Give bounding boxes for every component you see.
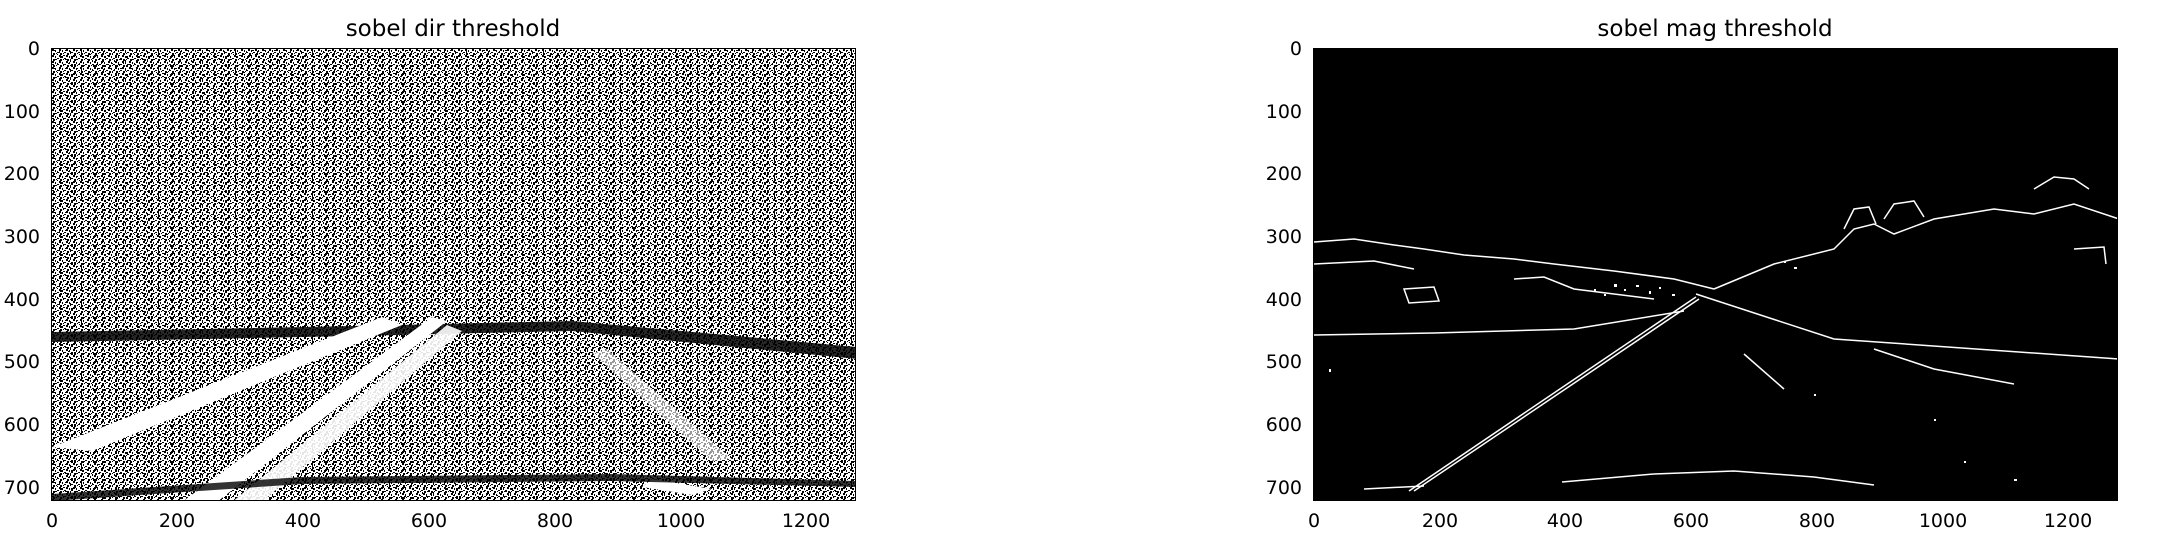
x-tick-label: 0 bbox=[45, 510, 59, 532]
mag-threshold-image bbox=[1314, 49, 2117, 500]
panel-title-dir: sobel dir threshold bbox=[345, 16, 561, 42]
x-tick-label: 1000 bbox=[1918, 510, 1968, 532]
x-tick-label: 600 bbox=[1672, 510, 1710, 532]
y-tick-label: 700 bbox=[3, 477, 40, 499]
x-tick-label: 200 bbox=[1421, 510, 1459, 532]
dir-threshold-image bbox=[52, 49, 855, 500]
image-frame-dir bbox=[51, 48, 856, 501]
y-tick-label: 300 bbox=[1265, 226, 1302, 248]
y-tick-label: 200 bbox=[1265, 163, 1302, 185]
x-tick-label: 0 bbox=[1307, 510, 1321, 532]
y-tick-label: 300 bbox=[3, 226, 40, 248]
x-tick-label: 800 bbox=[536, 510, 574, 532]
image-frame-mag bbox=[1313, 48, 2118, 501]
x-tick-label: 1200 bbox=[2043, 510, 2093, 532]
y-tick-label: 100 bbox=[1265, 101, 1302, 123]
y-tick-label: 0 bbox=[1289, 38, 1302, 60]
y-tick-label: 600 bbox=[3, 414, 40, 436]
y-tick-label: 0 bbox=[27, 38, 40, 60]
x-tick-label: 1000 bbox=[656, 510, 706, 532]
x-tick-label: 400 bbox=[284, 510, 322, 532]
y-tick-label: 600 bbox=[1265, 414, 1302, 436]
y-tick-label: 700 bbox=[1265, 477, 1302, 499]
x-tick-label: 200 bbox=[158, 510, 196, 532]
x-tick-label: 400 bbox=[1546, 510, 1584, 532]
y-tick-label: 100 bbox=[3, 101, 40, 123]
x-tick-label: 600 bbox=[410, 510, 448, 532]
x-tick-label: 1200 bbox=[781, 510, 831, 532]
y-tick-label: 200 bbox=[3, 163, 40, 185]
x-tick-label: 800 bbox=[1798, 510, 1836, 532]
y-tick-label: 500 bbox=[3, 351, 40, 373]
y-tick-label: 400 bbox=[3, 289, 40, 311]
y-tick-label: 400 bbox=[1265, 289, 1302, 311]
panel-title-mag: sobel mag threshold bbox=[1597, 16, 1833, 42]
y-tick-label: 500 bbox=[1265, 351, 1302, 373]
